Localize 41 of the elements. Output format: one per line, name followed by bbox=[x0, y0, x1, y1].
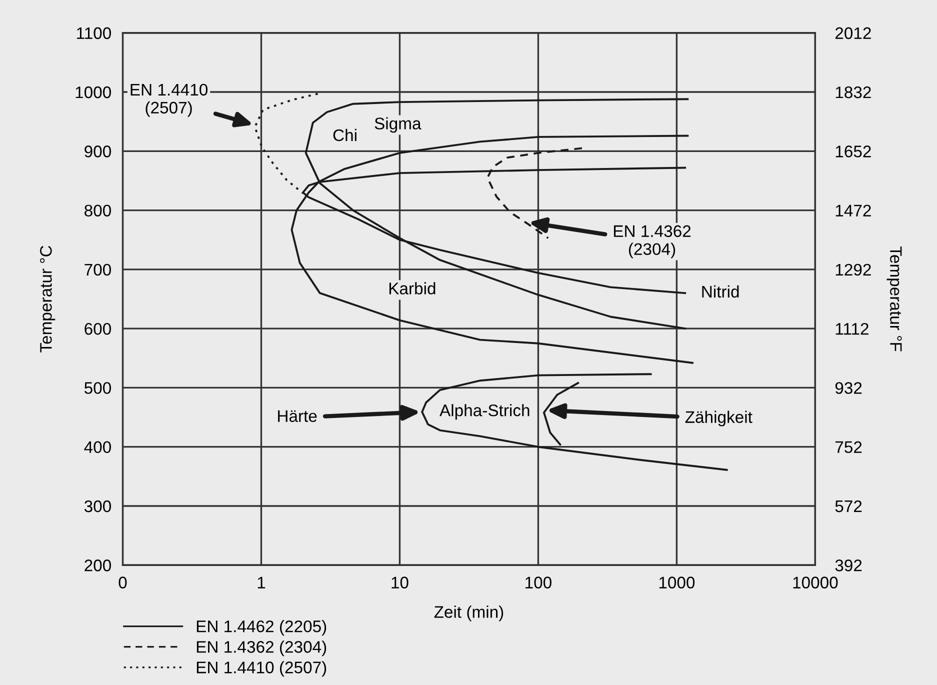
y-axis-title: Temperatur °C bbox=[40, 246, 56, 352]
y-tick-label: 200 bbox=[84, 560, 111, 572]
annotation: Alpha-Strich bbox=[440, 404, 530, 420]
x-tick-label: 0 bbox=[118, 576, 127, 588]
x-tick-label: 100 bbox=[526, 576, 552, 588]
annotation: EN 1.4362 (2304) bbox=[614, 225, 691, 258]
y2-axis-title: Temperatur °F bbox=[886, 246, 902, 352]
annotation: Nitrid bbox=[702, 285, 739, 298]
y-tick-label: 400 bbox=[84, 441, 111, 454]
y-tick-label: 500 bbox=[84, 382, 111, 394]
x-tick-label: 10 bbox=[392, 576, 408, 588]
annotation: EN 1.4410 (2507) bbox=[130, 84, 208, 117]
y2-tick-label: 1472 bbox=[836, 204, 871, 216]
y2-tick-label: 932 bbox=[835, 382, 862, 394]
annotation: Sigma bbox=[374, 117, 422, 133]
y2-tick-label: 2012 bbox=[835, 27, 871, 40]
y-tick-label: 1100 bbox=[77, 27, 111, 40]
annotation: Karbid bbox=[389, 282, 436, 294]
legend-label: EN 1.4410 (2507) bbox=[196, 661, 326, 677]
y2-tick-label: 392 bbox=[835, 560, 862, 572]
annotation: Chi bbox=[333, 128, 356, 142]
x-axis-title: Zeit (min) bbox=[434, 606, 504, 622]
y2-tick-label: 1652 bbox=[836, 146, 871, 158]
x-tick-label: 1 bbox=[258, 576, 266, 588]
x-tick-label: 10000 bbox=[793, 576, 838, 588]
annotation: Zähigkeit bbox=[685, 410, 752, 426]
legend-label: EN 1.4462 (2205) bbox=[196, 620, 326, 636]
y2-tick-label: 1292 bbox=[836, 264, 871, 276]
x-tick-label: 1000 bbox=[659, 576, 695, 588]
y-tick-label: 1000 bbox=[76, 86, 111, 98]
y-tick-label: 300 bbox=[84, 500, 111, 512]
y2-tick-label: 752 bbox=[835, 441, 862, 454]
y2-tick-label: 572 bbox=[835, 500, 862, 512]
y-tick-label: 700 bbox=[84, 264, 111, 276]
y-tick-label: 600 bbox=[84, 322, 111, 335]
y-tick-label: 900 bbox=[84, 146, 111, 158]
y2-tick-label: 1112 bbox=[836, 322, 868, 335]
y-tick-label: 800 bbox=[84, 204, 111, 216]
y2-tick-label: 1832 bbox=[836, 86, 871, 98]
legend-label: EN 1.4362 (2304) bbox=[196, 640, 326, 656]
annotation: Härte bbox=[278, 410, 317, 422]
